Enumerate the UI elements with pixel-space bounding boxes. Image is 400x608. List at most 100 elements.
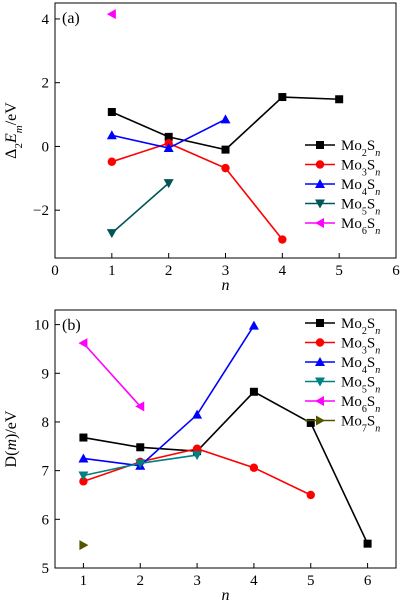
data-point — [107, 157, 117, 166]
data-point — [306, 490, 315, 500]
x-axis-label: n — [222, 277, 230, 294]
x-tick-label: 2 — [137, 573, 145, 589]
panel-label: (a) — [62, 10, 80, 27]
series-mo6sn — [106, 9, 116, 20]
data-point — [221, 163, 230, 173]
y-tick-label: 10 — [34, 318, 49, 334]
legend-label: Mo6Sn — [341, 394, 380, 415]
x-tick-label: 2 — [165, 263, 173, 279]
x-tick-label: 5 — [335, 263, 343, 279]
legend-label: Mo2Sn — [341, 138, 380, 159]
legend-entry: Mo5Sn — [305, 375, 380, 396]
legend-marker — [315, 218, 324, 228]
data-point — [249, 387, 258, 396]
legend-marker — [315, 377, 325, 387]
data-point — [135, 459, 146, 469]
data-point — [136, 443, 145, 452]
x-tick-label: 6 — [364, 573, 372, 589]
series-mo5sn — [106, 179, 174, 239]
legend-label: Mo4Sn — [341, 177, 380, 198]
legend-marker — [315, 338, 325, 347]
legend-marker — [315, 199, 325, 209]
x-tick-label: 3 — [222, 263, 230, 279]
legend-marker — [315, 357, 325, 366]
data-point — [163, 179, 174, 189]
y-axis-label: D(m)/eV — [3, 410, 20, 467]
data-point — [220, 114, 231, 124]
legend-entry: Mo2Sn — [305, 138, 380, 159]
x-tick-label: 1 — [80, 573, 88, 589]
data-point — [249, 463, 259, 472]
series-line — [83, 325, 255, 467]
data-point — [106, 9, 116, 20]
series-mo6sn — [78, 338, 145, 412]
y-axis-label: Δ2Em/eV — [3, 102, 25, 159]
series-mo4sn — [106, 114, 231, 153]
y-tick-label: 9 — [42, 366, 50, 382]
legend-label: Mo5Sn — [341, 197, 380, 218]
legend-entry: Mo4Sn — [305, 355, 380, 376]
data-point — [363, 539, 372, 548]
legend-entry: Mo3Sn — [305, 336, 380, 357]
x-tick-label: 4 — [250, 573, 258, 589]
x-tick-label: 4 — [279, 263, 287, 279]
legend-label: Mo7Sn — [341, 414, 380, 435]
legend-label: Mo6Sn — [341, 216, 380, 237]
series-mo2sn — [107, 93, 344, 154]
data-point — [135, 401, 145, 412]
y-tick-label: 5 — [42, 561, 50, 577]
x-tick-label: 6 — [392, 263, 400, 279]
legend-marker — [315, 160, 325, 169]
legend-marker — [316, 415, 325, 426]
data-point — [79, 433, 88, 442]
y-tick-label: 8 — [42, 415, 50, 431]
legend-entry: Mo6Sn — [305, 394, 380, 415]
data-point — [78, 453, 89, 463]
y-tick-label: −2 — [33, 203, 49, 219]
x-tick-label: 5 — [307, 573, 315, 589]
legend-marker — [316, 319, 324, 327]
series-mo5sn — [78, 451, 203, 481]
data-point — [221, 145, 230, 154]
data-point — [164, 132, 173, 141]
legend-entry: Mo6Sn — [305, 216, 380, 237]
legend-marker — [315, 179, 325, 188]
data-point — [306, 418, 315, 427]
data-point — [278, 93, 287, 102]
panel-label: (b) — [62, 317, 81, 334]
data-point — [163, 143, 174, 153]
data-point — [106, 229, 117, 239]
x-tick-label: 3 — [193, 573, 201, 589]
data-point — [192, 409, 203, 419]
data-point — [192, 444, 202, 453]
legend-label: Mo2Sn — [341, 316, 380, 337]
x-axis-label: n — [222, 587, 230, 604]
series-mo4sn — [78, 320, 259, 470]
data-point — [335, 95, 344, 104]
y-tick-label: 2 — [42, 76, 50, 92]
data-point — [107, 108, 116, 117]
data-point — [248, 320, 259, 330]
x-tick-label: 0 — [51, 263, 59, 279]
legend-label: Mo5Sn — [341, 375, 380, 396]
legend-marker — [315, 396, 324, 406]
data-point — [106, 130, 117, 140]
legend-entry: Mo2Sn — [305, 316, 380, 337]
legend-label: Mo3Sn — [341, 336, 380, 357]
legend-entry: Mo5Sn — [305, 197, 380, 218]
series-mo7sn — [79, 540, 89, 551]
series-mo3sn — [107, 139, 287, 244]
y-tick-label: 0 — [42, 139, 50, 155]
series-line — [82, 342, 141, 407]
series-line — [83, 390, 369, 545]
y-tick-label: 6 — [42, 512, 50, 528]
legend-label: Mo3Sn — [341, 158, 380, 179]
y-tick-label: 4 — [42, 12, 50, 28]
x-tick-label: 1 — [108, 263, 116, 279]
data-point — [278, 235, 287, 244]
legend-marker — [316, 141, 324, 149]
